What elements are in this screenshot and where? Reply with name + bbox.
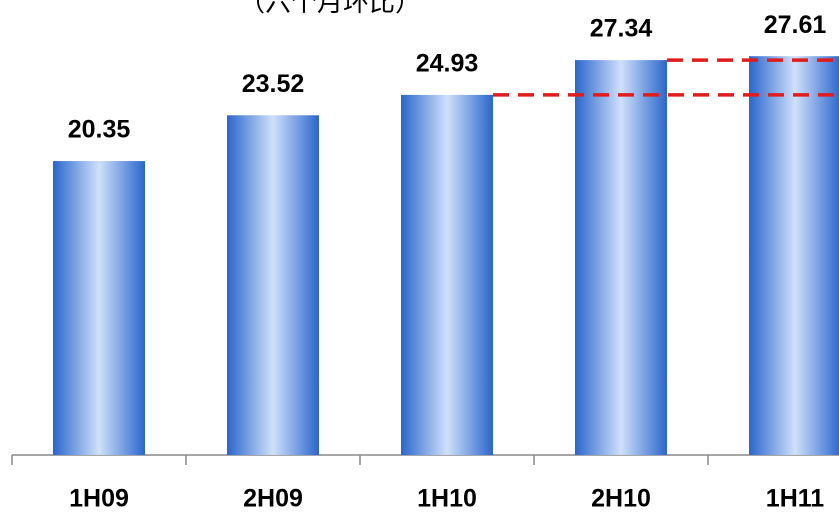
x-tick-label: 2H09 bbox=[243, 485, 303, 513]
x-tick-label: 1H11 bbox=[766, 485, 824, 513]
x-tick-label: 1H10 bbox=[417, 485, 477, 513]
x-tick-label: 2H10 bbox=[591, 485, 651, 513]
bar bbox=[401, 94, 493, 456]
bar bbox=[749, 56, 839, 455]
value-label: 23.52 bbox=[242, 70, 305, 98]
value-label: 20.35 bbox=[68, 116, 131, 144]
chart-title: （六个月环比） bbox=[239, 0, 421, 18]
bar bbox=[575, 60, 667, 455]
bar bbox=[227, 115, 319, 456]
x-tick-label: 1H09 bbox=[69, 485, 129, 513]
value-label: 24.93 bbox=[416, 50, 479, 78]
value-label: 27.34 bbox=[590, 15, 653, 43]
value-label: 27.61 bbox=[764, 11, 827, 39]
bar bbox=[53, 161, 145, 456]
